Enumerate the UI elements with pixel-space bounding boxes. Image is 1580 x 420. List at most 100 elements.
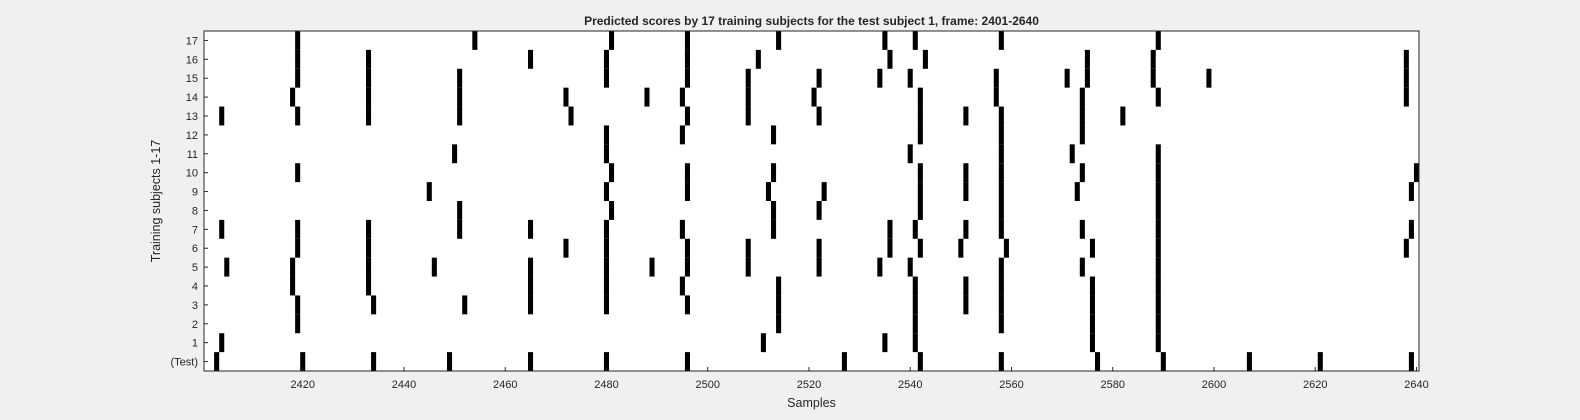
event-mark [462,295,468,315]
event-mark [568,106,574,126]
event-marks [203,30,1420,372]
event-mark [998,106,1004,126]
event-mark [603,49,609,69]
event-mark [528,352,534,371]
event-mark [771,125,777,145]
event-mark [684,352,690,371]
event-mark [290,257,296,277]
event-mark [1079,125,1085,145]
event-mark [917,238,923,258]
event-mark [684,49,690,69]
event-mark [1079,219,1085,239]
y-tick-label: 3 [192,300,198,312]
event-mark [366,238,372,258]
event-mark [1403,238,1409,258]
plot-frame [203,30,1420,372]
event-mark [219,333,225,353]
event-mark [907,68,913,88]
event-mark [603,125,609,145]
event-mark [214,352,220,371]
event-mark [993,87,999,107]
event-mark [1155,31,1161,50]
event-mark [528,295,534,315]
event-mark [998,201,1004,220]
event-mark [776,276,782,296]
event-mark [1413,163,1419,183]
event-mark [1089,314,1095,334]
event-mark [452,144,458,164]
event-mark [760,333,766,353]
y-tick-label: 13 [186,111,198,123]
event-mark [998,314,1004,334]
event-mark [958,238,964,258]
event-mark [998,182,1004,201]
y-tick-label: 6 [192,243,198,255]
event-mark [917,182,923,201]
event-mark [679,219,685,239]
x-tick-label: 2620 [1303,379,1327,391]
x-tick-label: 2440 [392,379,416,391]
event-mark [771,201,777,220]
event-mark [745,257,751,277]
y-tick-label: 2 [192,319,198,331]
event-mark [917,201,923,220]
event-mark [1206,68,1212,88]
y-tick-label: 7 [192,224,198,236]
event-mark [887,49,893,69]
event-mark [1155,87,1161,107]
event-mark [993,68,999,88]
event-mark [295,163,301,183]
x-tick-label: 2580 [1100,379,1124,391]
event-mark [1403,49,1409,69]
event-mark [1079,257,1085,277]
event-mark [290,87,296,107]
event-mark [457,201,463,220]
event-mark [887,219,893,239]
event-mark [816,238,822,258]
event-mark [1069,144,1075,164]
event-mark [912,295,918,315]
event-mark [366,219,372,239]
x-tick-label: 2600 [1202,379,1226,391]
event-mark [963,295,969,315]
event-mark [917,163,923,183]
event-mark [1246,352,1252,371]
event-mark [998,295,1004,315]
event-mark [603,219,609,239]
event-mark [998,163,1004,183]
x-axis-ticks: 2420 2440 2460 2480 2500 2520 2540 2560 2580 2600… [290,367,1429,391]
event-mark [1089,295,1095,315]
event-mark [366,49,372,69]
event-mark [457,219,463,239]
event-mark [816,201,822,220]
y-tick-label: 12 [186,130,198,142]
event-mark [679,87,685,107]
event-mark [366,68,372,88]
event-mark [684,31,690,50]
event-mark [457,87,463,107]
event-mark [917,352,923,371]
x-tick-label: 2480 [594,379,618,391]
event-mark [603,68,609,88]
event-mark [219,106,225,126]
event-mark [998,144,1004,164]
event-mark [998,31,1004,50]
y-tick-label: 16 [186,54,198,66]
event-mark [917,106,923,126]
event-mark [1120,106,1126,126]
event-mark [644,87,650,107]
x-tick-label: 2500 [695,379,719,391]
event-mark [1079,163,1085,183]
event-mark [528,219,534,239]
y-tick-label: 11 [187,149,198,161]
event-mark [1084,49,1090,69]
event-mark [912,333,918,353]
event-mark [295,238,301,258]
event-mark [998,257,1004,277]
event-mark [1003,238,1009,258]
event-mark [765,182,771,201]
event-mark [684,182,690,201]
event-mark [1095,352,1101,371]
event-mark [745,87,751,107]
